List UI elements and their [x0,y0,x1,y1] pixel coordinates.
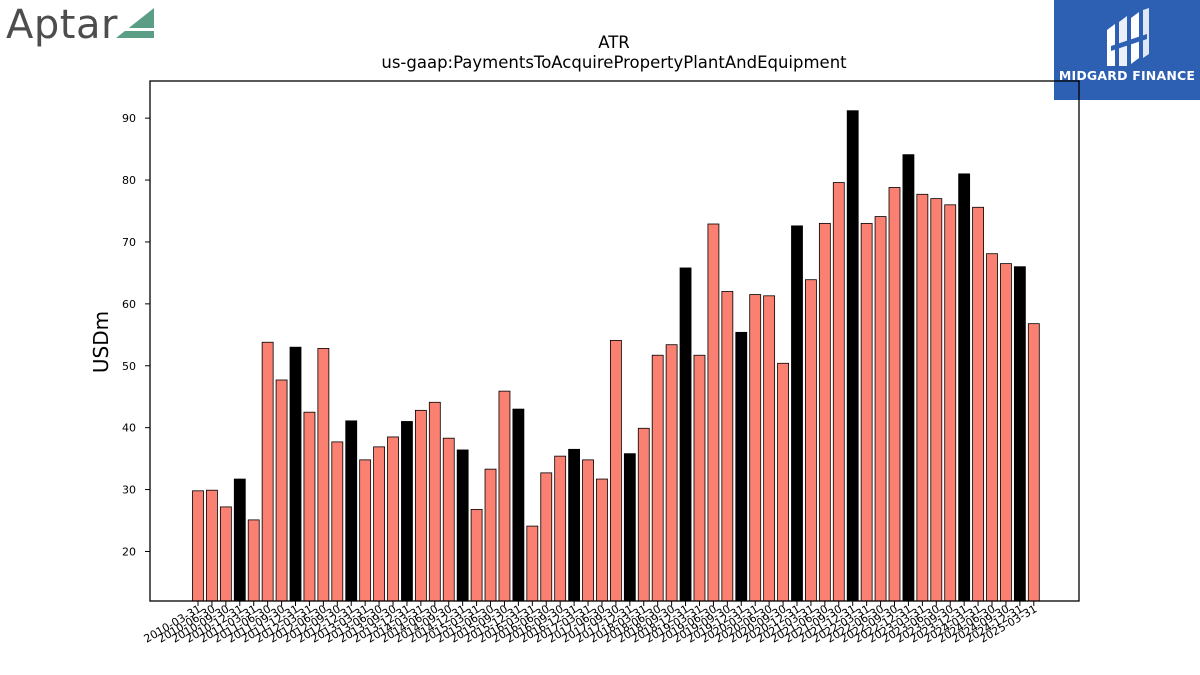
bar-2023-12-31 [958,173,971,602]
y-tick-label: 50 [122,360,136,373]
bar-2023-03-31 [916,193,929,602]
company-logo: Aptar [4,0,164,52]
bar-2021-06-30 [818,222,831,602]
y-tick-label: 60 [122,298,136,311]
bar-2021-03-31 [805,279,817,602]
bar-2024-06-30 [986,253,998,602]
bar-2022-12-31 [902,154,915,602]
bar-2018-03-31 [637,427,650,602]
bar-2024-12-31 [1013,266,1026,602]
bar-2015-09-30 [498,390,511,602]
y-tick-label: 20 [122,545,136,558]
publisher-logo-mark-icon [1107,8,1149,66]
bars-layer [192,110,1040,602]
bar-2016-09-30 [554,455,567,602]
bar-2021-09-30 [832,182,845,602]
bar-2012-03-31 [303,411,316,602]
bar-2023-06-30 [930,198,943,602]
company-logo-text: Aptar [6,2,118,48]
y-tick-label: 90 [122,112,136,125]
bar-2015-03-31 [470,508,483,602]
bar-2017-03-31 [582,459,594,602]
y-axis-label: USDm [89,311,113,373]
bar-2011-12-31 [289,346,302,602]
bar-2018-09-30 [665,344,678,602]
bar-2019-06-30 [707,223,720,602]
chart-title: ATR [598,33,630,52]
bar-2014-03-31 [414,409,427,602]
y-tick-label: 40 [122,422,136,435]
bar-2020-09-30 [777,362,789,602]
bar-2017-12-31 [623,453,636,602]
bar-2018-12-31 [679,267,692,602]
bar-2014-06-30 [428,401,441,602]
bar-2011-09-30 [275,379,288,602]
bar-2010-06-30 [206,489,218,602]
bar-2018-06-30 [651,354,664,602]
bar-2020-06-30 [763,295,776,602]
bar-2016-12-31 [568,448,581,602]
plot-frame [149,80,1080,602]
bar-2010-12-31 [233,478,246,602]
bar-2019-09-30 [721,291,734,602]
bar-2015-06-30 [484,468,497,602]
y-tick-label: 30 [122,484,136,497]
bar-2023-09-30 [944,204,957,602]
company-logo-mark-icon [116,8,154,38]
bar-2013-09-30 [387,436,399,602]
bar-2010-09-30 [219,506,232,602]
bar-2022-06-30 [874,216,887,602]
bar-2019-12-31 [735,331,748,602]
bar-2024-03-31 [972,206,984,602]
bar-2013-12-31 [401,421,413,602]
bar-2025-03-31 [1027,323,1040,602]
bar-2020-03-31 [749,294,762,602]
bar-2013-06-30 [373,446,385,602]
bar-2014-12-31 [456,449,469,602]
y-tick-label: 80 [122,174,136,187]
bar-2010-03-31 [192,490,204,602]
bar-2016-03-31 [526,525,539,602]
publisher-logo: MIDGARD FINANCE [1054,0,1200,100]
bar-2022-03-31 [860,222,873,602]
bar-2012-06-30 [317,348,330,602]
bar-2017-09-30 [610,339,622,602]
bar-2013-03-31 [359,459,372,602]
chart-subtitle: us-gaap:PaymentsToAcquirePropertyPlantAn… [381,53,847,72]
publisher-logo-text: MIDGARD FINANCE [1058,68,1196,83]
bar-2022-09-30 [888,187,901,602]
bar-2024-09-30 [1000,263,1012,602]
x-axis: 2010-03-312010-06-302010-09-302010-12-31… [142,601,1039,646]
bar-2012-12-31 [345,420,358,602]
bar-2020-12-31 [791,225,803,602]
bar-2021-12-31 [846,110,859,602]
y-tick-label: 70 [122,236,136,249]
bar-2015-12-31 [512,408,525,602]
bar-2019-03-31 [693,354,706,602]
bar-2011-06-30 [261,341,274,602]
bar-2011-03-31 [247,519,260,602]
bar-2014-09-30 [442,437,455,602]
y-axis: 20 30 40 50 60 70 80 90 [122,112,150,558]
bar-2016-06-30 [540,472,553,602]
bar-2017-06-30 [596,478,608,602]
bar-2012-09-30 [331,441,344,602]
